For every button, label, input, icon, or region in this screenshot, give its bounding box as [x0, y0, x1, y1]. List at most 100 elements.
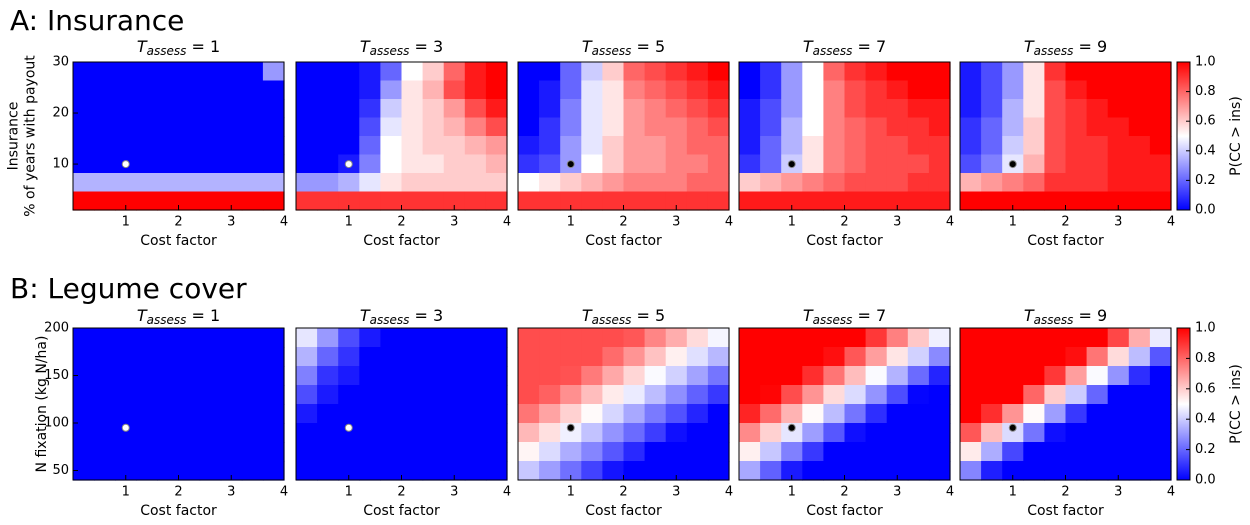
heat-cell [518, 62, 540, 82]
heat-cell [1023, 385, 1045, 405]
heat-cell [707, 62, 730, 82]
heat-cell [262, 154, 285, 174]
heat-cell [359, 328, 381, 348]
heat-cell [928, 154, 951, 174]
panel-title: Tassess = 7 [803, 306, 886, 327]
heat-cell [707, 117, 730, 137]
x-tick-label: 4 [725, 485, 733, 500]
heat-cell [401, 99, 424, 119]
heat-cell [907, 117, 930, 137]
heat-cell [94, 154, 116, 174]
heat-cell [136, 62, 158, 82]
heat-cell [1086, 191, 1109, 211]
heat-cell [94, 80, 116, 100]
heat-cell [623, 99, 646, 119]
heat-cell [220, 191, 243, 211]
heat-cell [1107, 366, 1130, 386]
heat-cell [823, 136, 846, 156]
heat-cell [401, 191, 424, 211]
heat-cell [338, 366, 360, 386]
heat-cell [1086, 461, 1109, 481]
heat-cell [359, 173, 381, 193]
title-symbol: T [137, 37, 148, 56]
heat-cell [739, 442, 761, 462]
heat-cell [760, 404, 782, 424]
heat-cell [1107, 154, 1130, 174]
heat-cell [443, 442, 466, 462]
heat-cell [1044, 62, 1067, 82]
heat-cell [338, 136, 360, 156]
heat-cell [760, 173, 782, 193]
heat-cell [623, 347, 646, 367]
heat-cell [1107, 80, 1130, 100]
heat-cell [485, 99, 508, 119]
y-axis-label: % of years with payout [23, 55, 39, 217]
heat-cell [73, 461, 95, 481]
heat-cell [199, 62, 222, 82]
heat-cell [73, 404, 95, 424]
y-tick-label: 20 [52, 106, 69, 121]
heat-cell [686, 385, 709, 405]
heat-cell [464, 80, 487, 100]
heat-cell [1149, 62, 1172, 82]
heat-cell [1023, 423, 1045, 443]
heat-cell [960, 442, 982, 462]
heat-cell [602, 154, 625, 174]
heat-cell [178, 99, 201, 119]
heat-cell [1002, 328, 1024, 348]
heat-cell [665, 191, 688, 211]
heat-cell [802, 136, 824, 156]
heat-cell [686, 80, 709, 100]
heat-cell [907, 461, 930, 481]
heat-cell [781, 423, 803, 443]
title-value: = 3 [409, 306, 443, 325]
heat-cell [886, 117, 909, 137]
heat-cell [401, 136, 424, 156]
heat-cell [560, 80, 582, 100]
heat-cell [886, 62, 909, 82]
heat-cell [443, 423, 466, 443]
heat-cell [907, 347, 930, 367]
heat-cell [317, 80, 339, 100]
title-subscript: assess [147, 313, 187, 327]
heat-cell [844, 404, 867, 424]
heat-cell [317, 347, 339, 367]
heat-cell [665, 80, 688, 100]
heat-cell [1002, 423, 1024, 443]
heat-cell [443, 347, 466, 367]
heat-cell [560, 328, 582, 348]
heat-cell [296, 347, 318, 367]
heat-cell [199, 461, 222, 481]
heat-cell [518, 136, 540, 156]
panel-title: Tassess = 5 [582, 37, 665, 58]
heat-cell [220, 385, 243, 405]
heat-cell [760, 136, 782, 156]
heat-cell [802, 423, 824, 443]
heat-cell [539, 191, 561, 211]
heat-cell [844, 366, 867, 386]
heat-cell [781, 461, 803, 481]
heat-cell [781, 442, 803, 462]
x-tick-label: 1 [1009, 215, 1017, 230]
heat-cell [296, 80, 318, 100]
panel-label: A: Insurance [10, 4, 184, 37]
panel-title: Tassess = 9 [1024, 37, 1107, 58]
heat-cell [115, 423, 137, 443]
heat-cell [359, 385, 381, 405]
heat-cell [665, 62, 688, 82]
heat-cell [1086, 347, 1109, 367]
x-axis-label: Cost factor [806, 503, 883, 519]
heat-cell [443, 62, 466, 82]
heat-cell [199, 191, 222, 211]
heat-cell [602, 191, 625, 211]
heat-cell [380, 136, 403, 156]
panel-title: Tassess = 1 [137, 306, 220, 327]
x-tick-label: 2 [174, 485, 182, 500]
heat-cell [823, 191, 846, 211]
heat-cell [707, 136, 730, 156]
x-tick-label: 3 [1114, 485, 1122, 500]
heat-cell [707, 423, 730, 443]
heat-cell [443, 154, 466, 174]
heat-cell [199, 136, 222, 156]
heat-cell [1128, 442, 1151, 462]
